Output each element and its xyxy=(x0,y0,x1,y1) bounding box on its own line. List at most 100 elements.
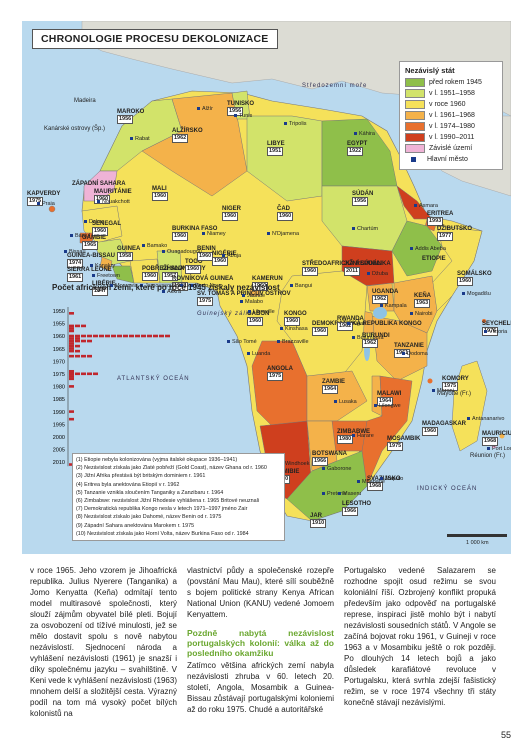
capital-label: Dodoma xyxy=(402,351,428,357)
dependent-label: Mayotte (Fr.) xyxy=(437,391,472,397)
independence-year-badge: 1961 xyxy=(67,273,84,282)
country-name: ROVNÍKOVÁ GUINEA xyxy=(172,276,234,282)
country-name: MAROKO xyxy=(117,109,145,115)
country-label: JAR 1910 xyxy=(310,513,327,528)
chart-bar-block xyxy=(87,334,92,338)
scale-bar: 1 000 km xyxy=(466,540,489,546)
independence-year-badge: 1960 xyxy=(277,212,294,221)
chart-bar-block xyxy=(87,339,92,343)
legend-label: Závislé území xyxy=(429,145,473,152)
text-column-1: v roce 1965. Jeho vzorem je Jihoafrická … xyxy=(30,566,177,718)
country-label: BENIN 1960 xyxy=(197,246,216,261)
country-name: KONGO xyxy=(284,311,307,317)
independence-year-badge: 1962 xyxy=(172,134,189,143)
country-name: SÚDÁN xyxy=(352,191,374,197)
chart-bar-block xyxy=(111,334,116,338)
chart-bar-block xyxy=(69,377,74,381)
independence-year-badge: 1960 xyxy=(422,427,439,436)
country-label: STŘEDOAFRICKÁ REPUBLIKA 1960 xyxy=(302,261,391,276)
country-name: MADAGASKAR xyxy=(422,421,466,427)
capital-label: Kampala xyxy=(380,303,407,309)
country-label: KONGO 1960 xyxy=(284,311,307,326)
country-label: GHANA 1957 xyxy=(162,266,184,281)
independence-year-badge: 1910 xyxy=(310,519,327,528)
chart-bar-block xyxy=(69,344,74,348)
text-paragraph: Zatímco většina afrických zemí nabyla ne… xyxy=(187,661,334,714)
text-paragraph: vlastnictví půdy a společenské rozepře (… xyxy=(187,566,334,619)
country-name: MOSAMBIK xyxy=(387,436,421,442)
country-name: TUNISKO xyxy=(227,101,254,107)
legend-label: před rokem 1945 xyxy=(429,79,482,86)
country-name: ZIMBABWE xyxy=(337,429,370,435)
country-name: MAURITÁNIE xyxy=(94,189,132,195)
chart-bar-block xyxy=(69,375,74,378)
chart-bar-block xyxy=(87,372,92,376)
chart-tick-label: 1950 xyxy=(53,309,65,315)
chart-bar-block xyxy=(165,334,170,338)
chart-bar-block xyxy=(147,334,152,338)
legend-swatch xyxy=(405,133,425,142)
independence-year-badge: 1956 xyxy=(117,115,134,124)
legend-item: Závislé území xyxy=(405,143,497,154)
chart-bar-block xyxy=(69,349,74,353)
capital-label: Libreville xyxy=(248,309,275,315)
note: (9) Západní Sahara anektována Marokem r.… xyxy=(76,522,195,529)
independence-year-badge: 1960 xyxy=(185,265,202,274)
country-name: KAMERUN xyxy=(252,276,283,282)
capital-label: Jaunde xyxy=(242,293,265,299)
text-column-3: Portugalsko vedené Salazarem se rozhodne… xyxy=(344,566,496,707)
chart-bar-block xyxy=(69,329,74,333)
legend-item: v l. 1990–2011 xyxy=(405,132,497,143)
country-name: ČAD xyxy=(277,206,290,212)
independence-year-badge: 1960 xyxy=(222,212,239,221)
country-label: SÚDÁN 1956 xyxy=(352,191,373,206)
capital-label: Windhoek xyxy=(280,461,309,467)
capital-label: Moroni xyxy=(432,388,454,394)
country-name: DEMOKRATICKÁ REPUBLIKA KONGO xyxy=(312,321,422,327)
country-label: JIŽNÍ SÚDÁN 2011 xyxy=(344,261,382,276)
country-name: POBŘEŽÍ SLONOVINY xyxy=(142,266,206,272)
country-name: GAMBIE xyxy=(82,235,106,241)
legend-label: Hlavní město xyxy=(427,156,468,163)
map-title: CHRONOLOGIE PROCESU DEKOLONIZACE xyxy=(32,29,278,49)
capital-label: Bamako xyxy=(142,243,167,249)
independence-year-badge: 1960 xyxy=(252,282,269,291)
capital-label: Harare xyxy=(352,433,374,439)
country-name: JAR xyxy=(310,513,323,519)
independence-year-badge: 1960 xyxy=(312,327,329,336)
chart-bar-block xyxy=(69,410,74,413)
country-label: DEMOKRATICKÁ REPUBLIKA KONGO 1960 xyxy=(312,321,422,336)
country-label: MALI 1960 xyxy=(152,186,169,201)
country-name: ZÁPADNÍ SAHARA xyxy=(72,181,126,187)
chart-tick-label: 1980 xyxy=(53,385,65,391)
chart-tick-label: 1975 xyxy=(53,372,65,378)
legend-swatch xyxy=(405,144,425,153)
independence-chart: Počet afrických zemí, které po roce 1945… xyxy=(32,283,285,554)
capital-label: Lusaka xyxy=(334,399,357,405)
country-label: ZAMBIE 1964 xyxy=(322,379,345,394)
country-name: NAMIBIE xyxy=(274,469,300,475)
country-label: SIERRA LEONE 1961 xyxy=(67,267,112,282)
sea-label-indian: INDICKÝ OCEÁN xyxy=(417,486,478,492)
chart-bar-block xyxy=(69,369,74,373)
country-name: GHANA xyxy=(162,266,184,272)
capital-label: Maputo xyxy=(380,476,403,482)
country-label: KEŇA 1963 xyxy=(414,293,431,308)
capital-label: Freetown xyxy=(92,273,120,279)
dependent-label: Madeira xyxy=(74,98,96,104)
note: (4) Eritrea byla anektována Etiopií v r.… xyxy=(76,481,180,488)
chart-notes: (1) Etiopie nebyla kolonizována (vyjma i… xyxy=(72,453,285,542)
country-label: KAMERUN 1960 xyxy=(252,276,283,291)
capital-label: Banjul xyxy=(70,233,90,239)
country-label: SENEGAL 1960 xyxy=(92,221,121,236)
capital-label: Port Louis xyxy=(487,446,511,452)
independence-year-badge: 1966 xyxy=(312,457,329,466)
independence-year-badge: 1960 xyxy=(197,252,214,261)
legend-item: v l. 1951–1958 xyxy=(405,88,497,99)
independence-year-badge: 1977 xyxy=(437,232,454,241)
chart-bar-block xyxy=(69,342,74,345)
country-name: ZAMBIE xyxy=(322,379,345,385)
chart-tick-label: 2005 xyxy=(53,448,65,454)
capital-label: Nouakchott xyxy=(97,199,130,205)
independence-year-badge: 1980 xyxy=(337,435,354,444)
